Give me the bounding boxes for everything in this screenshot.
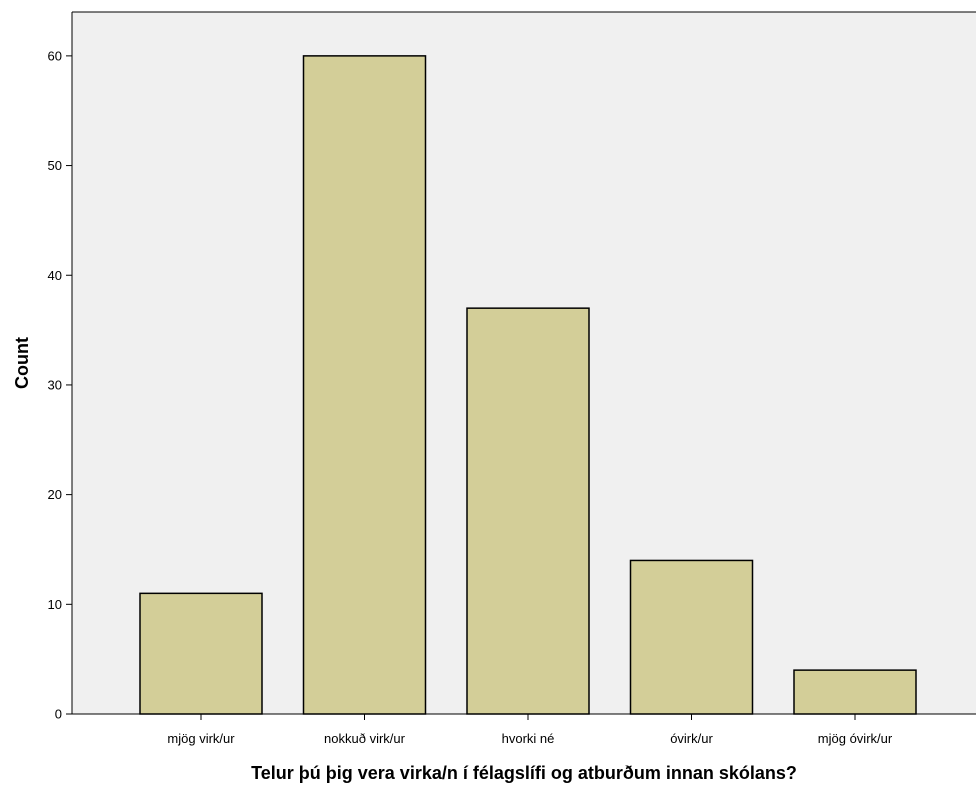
bar-4 (793, 669, 917, 715)
y-tick-label: 50 (48, 158, 62, 173)
x-axis-title: Telur þú þig vera virka/n í félagslífi o… (251, 763, 797, 783)
y-tick-label: 20 (48, 487, 62, 502)
y-tick-label: 0 (55, 707, 62, 722)
bar-1 (302, 55, 427, 715)
y-axis-ticks: 0 10 20 30 40 50 60 (48, 48, 72, 722)
bar-2 (466, 307, 590, 715)
x-tick-label: hvorki né (502, 731, 555, 746)
y-tick-label: 40 (48, 268, 62, 283)
x-tick-label: nokkuð virk/ur (324, 731, 406, 746)
x-axis-ticks: mjög virk/ur nokkuð virk/ur hvorki né óvirk… (167, 714, 893, 746)
bar-0 (139, 592, 263, 715)
x-tick-label: mjög óvirk/ur (818, 731, 893, 746)
bars-group (139, 55, 917, 715)
x-tick-label: óvirk/ur (670, 731, 713, 746)
y-tick-label: 30 (48, 377, 62, 392)
y-tick-label: 60 (48, 48, 62, 63)
x-tick-label: mjög virk/ur (167, 731, 235, 746)
y-axis-title: Count (12, 337, 32, 389)
y-tick-label: 10 (48, 597, 62, 612)
bar-3 (629, 559, 754, 715)
